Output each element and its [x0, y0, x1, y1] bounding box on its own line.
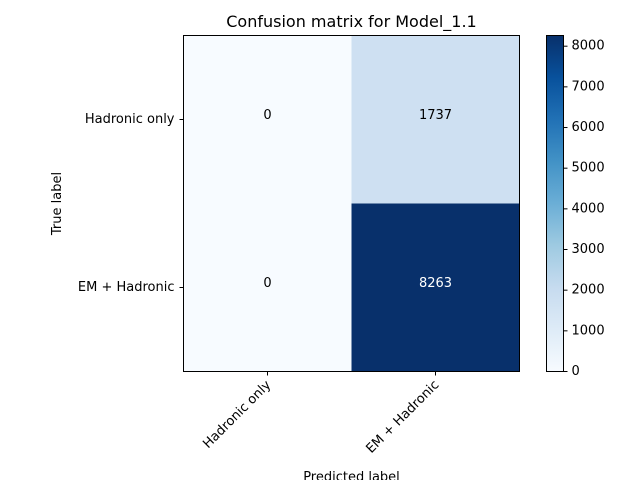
- cell-value-label: 0: [263, 108, 271, 123]
- heatmap-cell: [351, 35, 520, 204]
- colorbar-tick-label: 4000: [572, 201, 605, 216]
- x-axis-title: Predicted label: [303, 470, 400, 480]
- colorbar-tick-label: 8000: [572, 39, 605, 54]
- chart-title: Confusion matrix for Model_1.1: [226, 12, 476, 32]
- colorbar: [546, 35, 564, 372]
- colorbar-tick-label: 7000: [572, 79, 605, 94]
- colorbar-tick-label: 6000: [572, 120, 605, 135]
- x-tick-label: Hadronic only: [200, 378, 274, 452]
- colorbar-tick-label: 5000: [572, 161, 605, 176]
- colorbar-tick-label: 3000: [572, 242, 605, 257]
- y-tick-label: EM + Hadronic: [78, 280, 175, 295]
- heatmap-cell: [183, 203, 352, 372]
- colorbar-tick-label: 0: [572, 364, 580, 379]
- x-tick-label: EM + Hadronic: [363, 378, 442, 457]
- plot-frame: [183, 35, 520, 372]
- cell-value-label: 0: [263, 276, 271, 291]
- cell-value-label: 1737: [419, 108, 452, 123]
- colorbar-tick-label: 1000: [572, 323, 605, 338]
- heatmap-cell: [183, 35, 352, 204]
- colorbar-tick-label: 2000: [572, 283, 605, 298]
- heatmap-cell: [351, 203, 520, 372]
- cell-value-label: 8263: [419, 276, 452, 291]
- y-tick-label: Hadronic only: [85, 112, 175, 127]
- y-axis-title: True label: [50, 172, 65, 236]
